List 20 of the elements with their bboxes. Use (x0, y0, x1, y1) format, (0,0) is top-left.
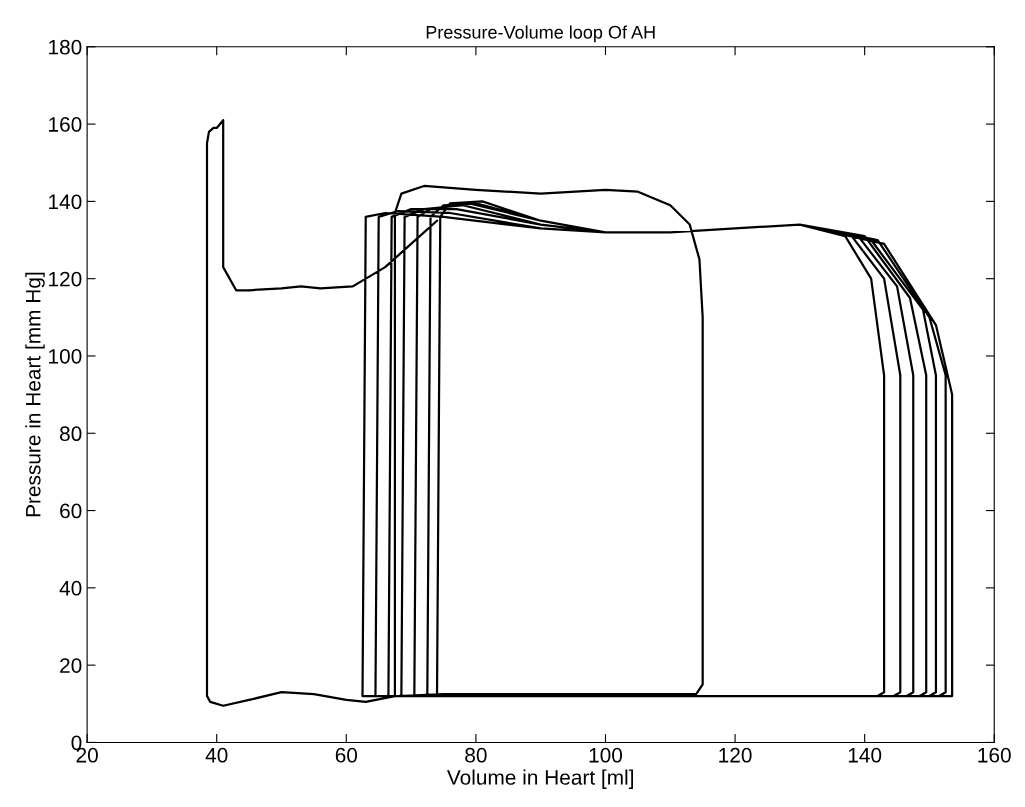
x-tick-label: 120 (719, 747, 752, 763)
y-tick-label: 80 (60, 426, 82, 442)
chart-title: Pressure-Volume loop Of AH (426, 25, 655, 43)
y-tick-label: 160 (49, 117, 82, 132)
x-tick-label: 140 (848, 747, 882, 763)
y-tick-label: 20 (60, 658, 82, 673)
y-tick-label: 100 (49, 348, 82, 364)
x-tick-label: 80 (465, 747, 487, 763)
x-tick-label: 40 (205, 747, 228, 763)
y-tick-label: 40 (59, 580, 82, 596)
y-tick-label: 60 (60, 503, 82, 519)
x-tick-label: 100 (589, 747, 623, 763)
x-tick-label: 60 (335, 747, 358, 763)
y-tick-label: 180 (49, 39, 82, 55)
y-tick-label: 120 (49, 271, 82, 287)
y-axis-title: Pressure in Heart [mm Hg] (25, 272, 45, 517)
x-axis-title: Volume in Heart [ml] (447, 769, 633, 789)
y-tick-label: 140 (49, 194, 82, 210)
x-tick-label: 160 (978, 747, 1011, 763)
line-series (205, 119, 954, 707)
